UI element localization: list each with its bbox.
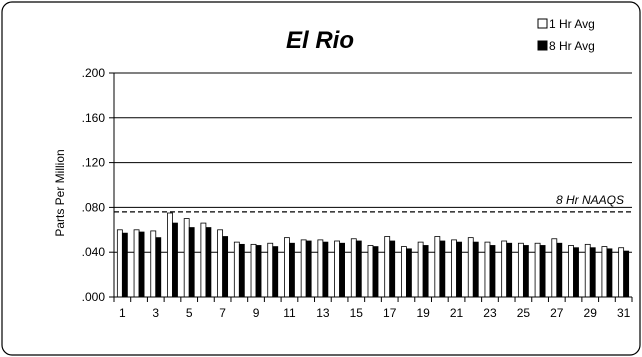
bar-1hr (551, 238, 558, 298)
bar-1hr (150, 230, 157, 298)
bar-8hr (238, 243, 245, 298)
bar-1hr (350, 238, 357, 298)
bar-8hr (389, 240, 396, 298)
bar-8hr (355, 240, 362, 298)
bar-8hr (573, 247, 579, 298)
bar-1hr (534, 242, 541, 298)
y-tick-label: .120 (82, 156, 106, 170)
bar-8hr (489, 245, 496, 298)
y-tick-label: .080 (82, 200, 106, 214)
bar-8hr (289, 242, 295, 298)
x-tick-label: 25 (517, 306, 531, 320)
x-tick-label: 3 (152, 306, 159, 320)
bar-1hr (601, 246, 608, 298)
x-tick-label: 29 (584, 306, 598, 320)
bar-1hr (250, 243, 257, 298)
bar-1hr (517, 242, 524, 298)
bar-1hr (584, 243, 591, 298)
bar-8hr (138, 231, 145, 298)
bar-1hr (133, 229, 140, 298)
legend-swatch-1hr (537, 18, 548, 29)
bar-8hr (439, 240, 446, 298)
bar-1hr (484, 241, 491, 298)
axes (109, 72, 633, 302)
x-tick-label: 11 (283, 306, 296, 320)
x-tick-label: 19 (416, 306, 430, 320)
bar-1hr (334, 240, 340, 298)
bar-8hr (589, 247, 596, 298)
x-tick-label: 17 (383, 306, 397, 320)
x-tick-label: 9 (253, 306, 260, 320)
bar-8hr (155, 237, 162, 298)
bar-8hr (255, 245, 262, 298)
x-tick-label: 15 (350, 306, 364, 320)
x-tick-label: 27 (550, 306, 564, 320)
bar-8hr (372, 246, 379, 298)
bar-1hr (501, 240, 508, 298)
bar-8hr (539, 245, 546, 298)
bar-1hr (467, 237, 474, 298)
bar-8hr (472, 241, 479, 298)
bar-8hr (121, 232, 128, 298)
bar-8hr (456, 241, 462, 298)
bar-1hr (568, 245, 574, 298)
bar-1hr (183, 218, 190, 298)
legend: 1 Hr Avg 8 Hr Avg (537, 17, 595, 53)
y-tick-label: .000 (82, 290, 106, 304)
bar-8hr (272, 246, 279, 298)
bar-8hr (305, 240, 312, 298)
bar-1hr (434, 236, 441, 298)
bar-8hr (406, 248, 412, 298)
naaqs-annotation: 8 Hr NAAQS (556, 193, 624, 207)
bar-8hr (222, 236, 229, 298)
bar-8hr (188, 227, 195, 298)
y-tick-label: .160 (82, 111, 106, 125)
y-tick-label: .200 (82, 66, 106, 80)
x-tick-label: 5 (186, 306, 193, 320)
bar-1hr (317, 239, 324, 298)
x-tick-label: 1 (119, 306, 126, 320)
bar-8hr (522, 245, 529, 298)
x-tick-labels: 1 3 5 7 9 11 13 15 17 19 21 23 25 27 29 31 (119, 306, 631, 320)
bar-1hr (116, 229, 123, 298)
legend-swatch-8hr (537, 40, 548, 51)
bar-1hr (367, 245, 374, 298)
bar-8hr (172, 222, 178, 298)
bar-8hr (606, 248, 613, 298)
x-tick-label: 21 (450, 306, 464, 320)
bar-1hr (451, 239, 457, 298)
bar-1hr (300, 239, 307, 298)
bar-1hr (401, 246, 407, 298)
bar-8hr (556, 242, 563, 298)
bar-1hr (200, 222, 207, 298)
bar-1hr (167, 212, 173, 298)
y-axis-label: Parts Per Million (53, 149, 67, 236)
bar-1hr (417, 241, 424, 298)
y-tick-labels: .000 .040 .080 .120 .160 .200 (82, 66, 106, 304)
bar-1hr (233, 241, 240, 298)
bar-8hr (422, 245, 429, 298)
bar-8hr (205, 227, 212, 298)
bar-8hr (506, 242, 513, 298)
chart-title: El Rio (286, 27, 354, 54)
x-tick-label: 7 (219, 306, 226, 320)
legend-label-8hr: 8 Hr Avg (549, 39, 595, 53)
bar-1hr (284, 237, 290, 298)
bar-1hr (618, 247, 625, 298)
reference-lines: 8 Hr NAAQS (114, 193, 632, 213)
bar-1hr (384, 236, 391, 298)
x-tick-label: 13 (316, 306, 330, 320)
legend-label-1hr: 1 Hr Avg (549, 17, 595, 31)
x-tick-label: 31 (617, 306, 631, 320)
y-tick-label: .040 (82, 245, 106, 259)
bar-8hr (339, 242, 345, 298)
bar-8hr (623, 250, 630, 298)
bar-1hr (267, 242, 274, 298)
x-tick-label: 23 (483, 306, 497, 320)
bar-8hr (322, 241, 329, 298)
bar-1hr (217, 229, 224, 298)
